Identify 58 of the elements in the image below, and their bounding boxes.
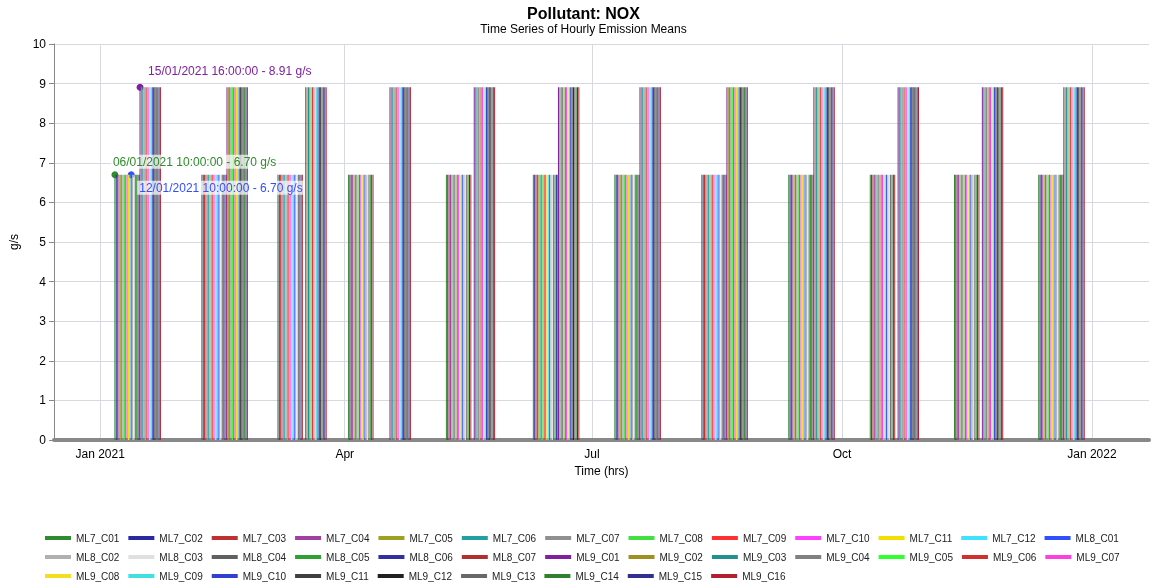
legend-label: ML9_C08 [76, 570, 120, 582]
legend-label: ML8_C06 [409, 551, 454, 563]
y-tick-label: 3 [39, 314, 47, 329]
x-axis-title: Time (hrs) [574, 463, 629, 478]
legend-label: ML7_C04 [326, 532, 370, 544]
legend-label: ML9_C12 [408, 570, 453, 582]
y-tick-label: 9 [39, 76, 47, 91]
legend-label: ML9_C04 [826, 551, 871, 563]
legend-label: ML9_C06 [992, 551, 1037, 563]
legend-label: ML9_C09 [159, 570, 204, 582]
y-tick-label: 4 [39, 274, 47, 289]
legend-label: ML9_C10 [242, 570, 287, 582]
legend-label: ML9_C11 [326, 570, 370, 582]
legend-label: ML9_C14 [575, 570, 620, 582]
annotation: 15/01/2021 16:00:00 - 8.91 g/s [148, 64, 312, 79]
legend-label: ML7_C09 [742, 532, 787, 544]
legend-label: ML8_C05 [326, 551, 370, 563]
y-axis-title: g/s [7, 233, 21, 251]
legend-label: ML7_C06 [492, 532, 537, 544]
legend-label: ML9_C15 [658, 570, 703, 582]
y-tick-label: 6 [39, 195, 47, 210]
annotation: 12/01/2021 10:00:00 - 6.70 g/s [139, 180, 303, 195]
y-tick-label: 8 [39, 116, 47, 131]
x-tick-label: Jul [584, 447, 600, 461]
legend-label: ML7_C12 [992, 532, 1037, 544]
legend-label: ML9_C13 [492, 570, 536, 582]
legend-label: ML9_C05 [909, 551, 954, 563]
legend-label: ML9_C07 [1076, 551, 1121, 563]
y-tick-label: 10 [32, 37, 47, 51]
legend-label: ML8_C03 [159, 551, 204, 563]
x-tick-label: Oct [832, 447, 852, 461]
annotation: 06/01/2021 10:00:00 - 6.70 g/s [112, 154, 277, 169]
legend-label: ML7_C05 [409, 532, 454, 544]
legend-label: ML7_C10 [826, 532, 871, 544]
legend-label: ML8_C02 [76, 551, 120, 563]
legend-label: ML8_C04 [242, 551, 287, 563]
y-tick-label: 5 [39, 235, 47, 249]
y-tick-label: 7 [39, 155, 47, 170]
legend-label: ML7_C08 [659, 532, 704, 544]
legend-label: ML9_C03 [742, 551, 787, 563]
legend-label: ML7_C01 [76, 532, 120, 544]
legend-label: ML7_C02 [159, 532, 204, 544]
x-tick-label: Jan 2022 [1067, 447, 1117, 461]
x-tick-label: Apr [335, 447, 355, 461]
legend-label: ML8_C01 [1075, 532, 1120, 544]
legend-label: ML8_C07 [492, 551, 537, 563]
legend-label: ML9_C01 [576, 551, 620, 563]
y-tick-label: 0 [39, 433, 47, 447]
chart-subtitle: Time Series of Hourly Emission Means [480, 22, 687, 36]
x-tick-label: Jan 2021 [75, 447, 126, 461]
y-tick-label: 2 [39, 353, 47, 368]
legend-label: ML7_C07 [576, 532, 620, 544]
chart-title: Pollutant: NOX [527, 4, 641, 22]
y-tick-label: 1 [39, 393, 47, 408]
legend-label: ML7_C11 [909, 532, 953, 544]
legend-label: ML7_C03 [242, 532, 287, 544]
legend-label: ML9_C02 [659, 551, 704, 563]
legend-label: ML9_C16 [742, 570, 786, 582]
